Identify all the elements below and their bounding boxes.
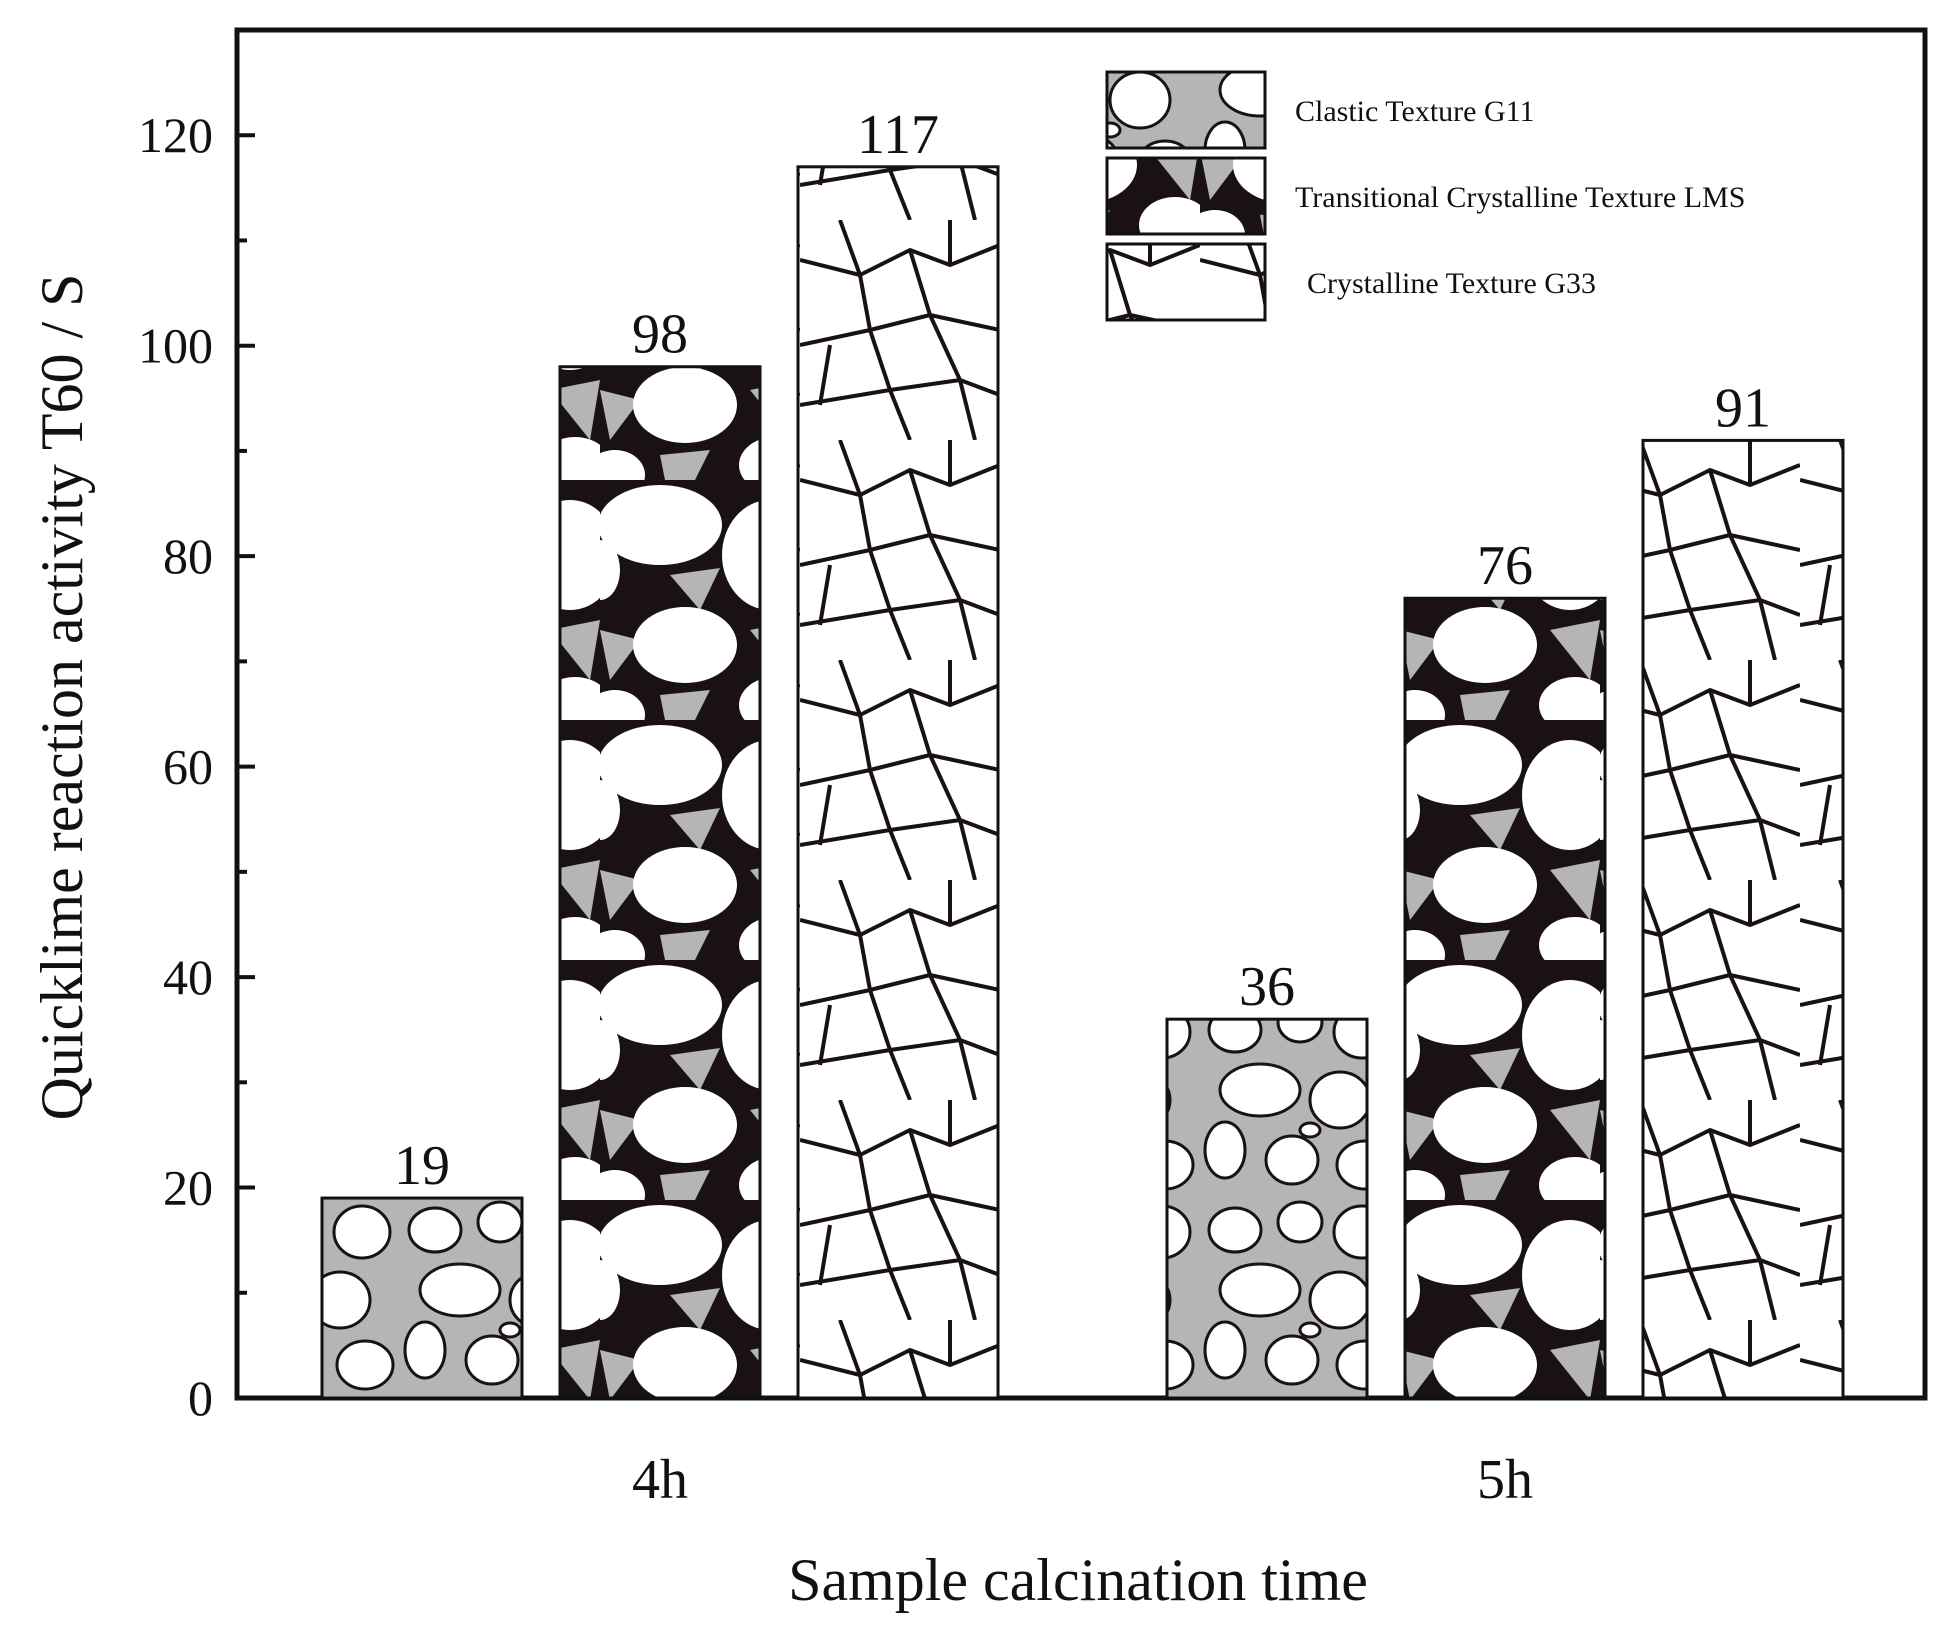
bars: [320, 165, 1845, 1400]
y-tick-label: 0: [188, 1370, 213, 1426]
x-axis-title: Sample calcination time: [788, 1547, 1368, 1613]
data-labels: 19 98 117 4h 36 76 91 5h: [394, 104, 1771, 1511]
plot-area: 0 20 40 60 80 100 120 19 98 117 4h 36 76 91 5h: [138, 27, 1928, 1511]
y-tick-label: 20: [163, 1160, 213, 1216]
x-tick-label: 5h: [1477, 1449, 1533, 1511]
y-tick-label: 100: [138, 318, 213, 374]
legend: Clastic Texture G11 Transitional Crystall…: [1105, 70, 1745, 322]
y-axis-ticks: 0 20 40 60 80 100 120: [138, 28, 255, 1426]
y-axis-title: Quicklime reaction activity T60 / S: [29, 273, 95, 1120]
legend-swatch-crystalline: [1105, 242, 1267, 322]
y-tick-label: 80: [163, 528, 213, 584]
bar-transitional-4h: [558, 365, 762, 1400]
bar-clastic-5h: [1165, 1017, 1369, 1400]
data-label: 19: [394, 1135, 450, 1197]
data-label: 36: [1239, 956, 1295, 1018]
data-label: 98: [632, 304, 688, 366]
bar-clastic-4h: [320, 1196, 524, 1400]
bar-transitional-5h: [1403, 596, 1607, 1400]
legend-label: Transitional Crystalline Texture LMS: [1295, 181, 1745, 214]
x-tick-label: 4h: [632, 1449, 688, 1511]
y-tick-label: 60: [163, 739, 213, 795]
legend-label: Clastic Texture G11: [1295, 95, 1535, 128]
plot-frame: [234, 27, 1928, 1401]
legend-label: Crystalline Texture G33: [1307, 267, 1596, 300]
data-label: 117: [857, 104, 939, 166]
data-label: 76: [1477, 535, 1533, 597]
y-tick-label: 40: [163, 949, 213, 1005]
bar-crystalline-4h: [796, 165, 1000, 1400]
data-label: 91: [1715, 377, 1771, 439]
legend-swatch-clastic: [1105, 70, 1267, 150]
bar-crystalline-5h: [1641, 438, 1845, 1400]
legend-swatch-transitional: [1105, 156, 1267, 236]
y-tick-label: 120: [138, 107, 213, 163]
